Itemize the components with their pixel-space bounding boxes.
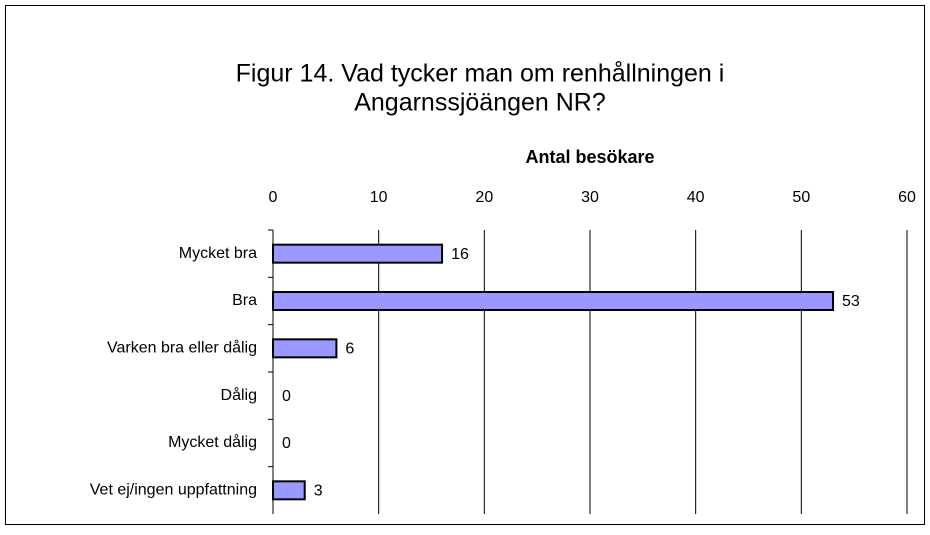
x-tick-label: 20 [475, 189, 493, 206]
x-tick-label: 60 [898, 189, 916, 206]
chart-border [5, 5, 925, 525]
data-label: 0 [282, 388, 291, 405]
chart-title: Angarnssjöängen NR? [354, 89, 606, 117]
y-tick-label: Vet ej/ingen uppfattning [90, 482, 257, 499]
x-tick-label: 50 [792, 189, 810, 206]
y-tick-label: Mycket bra [179, 245, 257, 262]
data-label: 6 [345, 341, 354, 358]
axis-title: Antal besökare [525, 147, 654, 167]
bar [272, 291, 835, 311]
data-label: 53 [842, 293, 860, 310]
data-label: 16 [451, 246, 469, 263]
x-tick-label: 10 [370, 189, 388, 206]
data-label: 3 [314, 483, 323, 500]
x-tick-label: 0 [269, 189, 278, 206]
y-tick-label: Dålig [221, 386, 257, 404]
x-tick-label: 40 [687, 189, 705, 206]
bar [272, 480, 306, 501]
x-tick-label: 30 [581, 189, 599, 206]
bar [272, 338, 338, 359]
data-label: 0 [282, 435, 291, 452]
bar [272, 243, 444, 264]
y-tick-label: Bra [232, 292, 257, 309]
y-tick-label: Varken bra eller dålig [107, 339, 257, 357]
y-tick-label: Mycket dålig [168, 433, 257, 451]
chart-title: Figur 14. Vad tycker man om renhållninge… [236, 60, 725, 88]
